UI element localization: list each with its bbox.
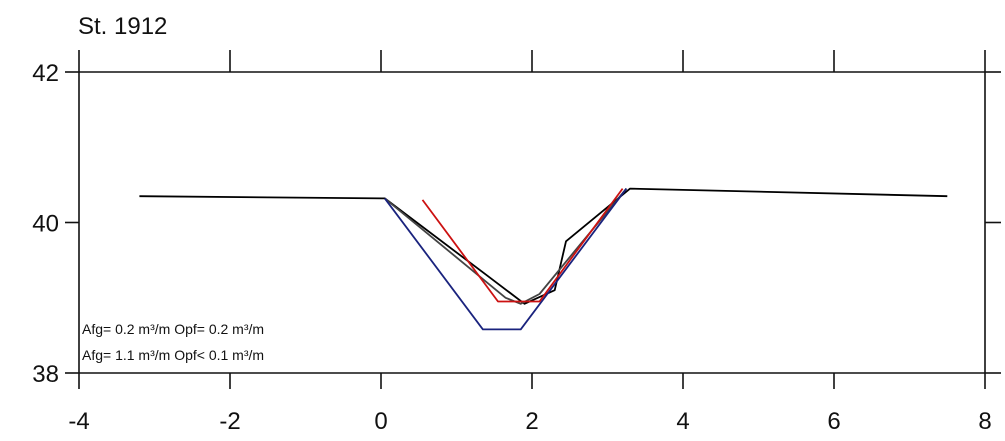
series-line-1 [139, 187, 948, 305]
plot-series [139, 187, 948, 331]
x-tick-label: 2 [525, 408, 538, 435]
y-tick-label: 42 [32, 60, 59, 87]
chart-title: St. 1912 [78, 13, 167, 40]
plot-axes [65, 50, 1001, 389]
x-tick-label: 0 [374, 408, 387, 435]
x-tick-label: 6 [827, 408, 840, 435]
x-tick-label: -2 [219, 408, 240, 435]
y-tick-label: 38 [32, 361, 59, 388]
annotation-1: Afg= 0.2 m³/m Opf= 0.2 m³/m [82, 321, 264, 337]
x-tick-label: -4 [68, 408, 89, 435]
y-tick-label: 40 [32, 211, 59, 238]
tick-labels: -4 -2 0 2 4 6 8 38 40 42 [32, 60, 991, 435]
series-line-4 [421, 188, 624, 303]
annotation-2: Afg= 1.1 m³/m Opf< 0.1 m³/m [82, 347, 264, 363]
x-tick-label: 4 [676, 408, 689, 435]
x-tick-label: 8 [978, 408, 991, 435]
series-line-3 [384, 188, 628, 331]
